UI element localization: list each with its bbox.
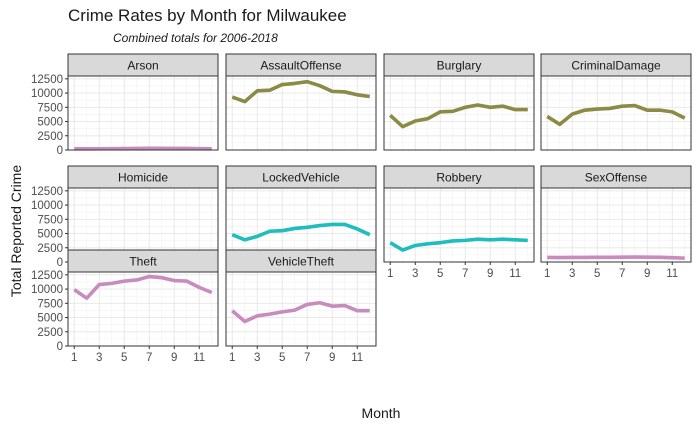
- panel-sexoffense: [541, 188, 691, 262]
- x-tick-label: 7: [146, 352, 152, 364]
- panel-border-assaultoffense: [225, 75, 377, 151]
- x-tick-label: 9: [329, 352, 335, 364]
- panel-border-burglary: [383, 75, 535, 151]
- x-tick-label: 11: [193, 352, 205, 364]
- y-tick-label: 0: [57, 257, 63, 269]
- panel-arson: [68, 76, 218, 150]
- y-tick-label: 5000: [37, 117, 63, 129]
- x-tick-label: 3: [569, 268, 575, 280]
- y-tick-label: 2500: [37, 243, 63, 255]
- y-tick-label: 7500: [37, 102, 63, 114]
- series-line-robbery: [389, 237, 528, 252]
- series-line-criminaldamage: [546, 103, 686, 127]
- x-tick-label: 5: [279, 352, 285, 364]
- x-tick-label: 5: [121, 352, 127, 364]
- series-line-burglary: [389, 103, 528, 129]
- panel-border-sexoffense: [540, 187, 692, 263]
- series-line-theft: [73, 274, 213, 300]
- x-tick-label: 11: [351, 352, 363, 364]
- panel-burglary: [384, 76, 534, 150]
- panel-border-arson: [67, 75, 219, 151]
- panel-criminaldamage: [541, 76, 691, 150]
- series-line-lockedvehicle: [231, 222, 371, 242]
- x-tick-label: 3: [96, 352, 102, 364]
- x-tick-label: 3: [254, 352, 260, 364]
- x-tick-label: 9: [487, 268, 493, 280]
- facet-title-criminaldamage: CriminalDamage: [571, 59, 661, 73]
- x-tick-label: 1: [544, 268, 550, 280]
- series-line-arson: [74, 146, 212, 151]
- y-tick-label: 7500: [37, 214, 63, 226]
- x-tick-label: 1: [387, 268, 393, 280]
- x-tick-label: 7: [462, 268, 468, 280]
- y-tick-label: 7500: [37, 298, 63, 310]
- panel-border-robbery: [383, 187, 535, 263]
- x-tick-label: 9: [171, 352, 177, 364]
- x-tick-label: 1: [229, 352, 235, 364]
- facet-title-burglary: Burglary: [437, 59, 482, 73]
- x-tick-label: 9: [644, 268, 650, 280]
- y-tick-label: 12500: [31, 270, 63, 282]
- facet-title-robbery: Robbery: [436, 171, 481, 185]
- x-tick-label: 1: [71, 352, 77, 364]
- series-line-assaultoffense: [231, 79, 370, 104]
- y-tick-label: 5000: [37, 313, 63, 325]
- x-tick-label: 11: [509, 268, 521, 280]
- chart-title: Crime Rates by Month for Milwaukee: [68, 6, 347, 25]
- x-tick-label: 11: [666, 268, 678, 280]
- panel-assaultoffense: [226, 76, 376, 150]
- series-line-sexoffense: [547, 255, 685, 260]
- x-tick-label: 3: [412, 268, 418, 280]
- facet-title-assaultoffense: AssaultOffense: [260, 59, 341, 73]
- y-tick-label: 0: [57, 341, 63, 353]
- y-tick-label: 12500: [31, 186, 63, 198]
- series-line-vehicletheft: [231, 300, 370, 324]
- chart-subtitle: Combined totals for 2006-2018: [113, 31, 278, 45]
- facet-title-sexoffense: SexOffense: [585, 171, 648, 185]
- y-tick-label: 2500: [37, 131, 63, 143]
- x-tick-label: 5: [594, 268, 600, 280]
- facet-title-arson: Arson: [127, 59, 158, 73]
- x-tick-label: 7: [304, 352, 310, 364]
- x-tick-label: 5: [437, 268, 443, 280]
- facet-title-theft: Theft: [129, 255, 157, 269]
- y-tick-label: 10000: [31, 200, 63, 212]
- panel-robbery: [384, 188, 534, 262]
- y-tick-label: 10000: [31, 88, 63, 100]
- panel-border-criminaldamage: [540, 75, 692, 151]
- y-tick-label: 0: [57, 145, 63, 157]
- panel-theft: [68, 272, 218, 346]
- panel-border-theft: [67, 271, 219, 347]
- panel-border-vehicletheft: [225, 271, 377, 347]
- facet-title-vehicletheft: VehicleTheft: [268, 255, 335, 269]
- x-tick-label: 7: [619, 268, 625, 280]
- x-axis-label: Month: [361, 405, 401, 421]
- facet-title-lockedvehicle: LockedVehicle: [262, 171, 340, 185]
- y-tick-label: 10000: [31, 284, 63, 296]
- y-tick-label: 5000: [37, 229, 63, 241]
- y-tick-label: 2500: [37, 327, 63, 339]
- y-tick-label: 12500: [31, 74, 63, 86]
- facet-title-homicide: Homicide: [118, 171, 168, 185]
